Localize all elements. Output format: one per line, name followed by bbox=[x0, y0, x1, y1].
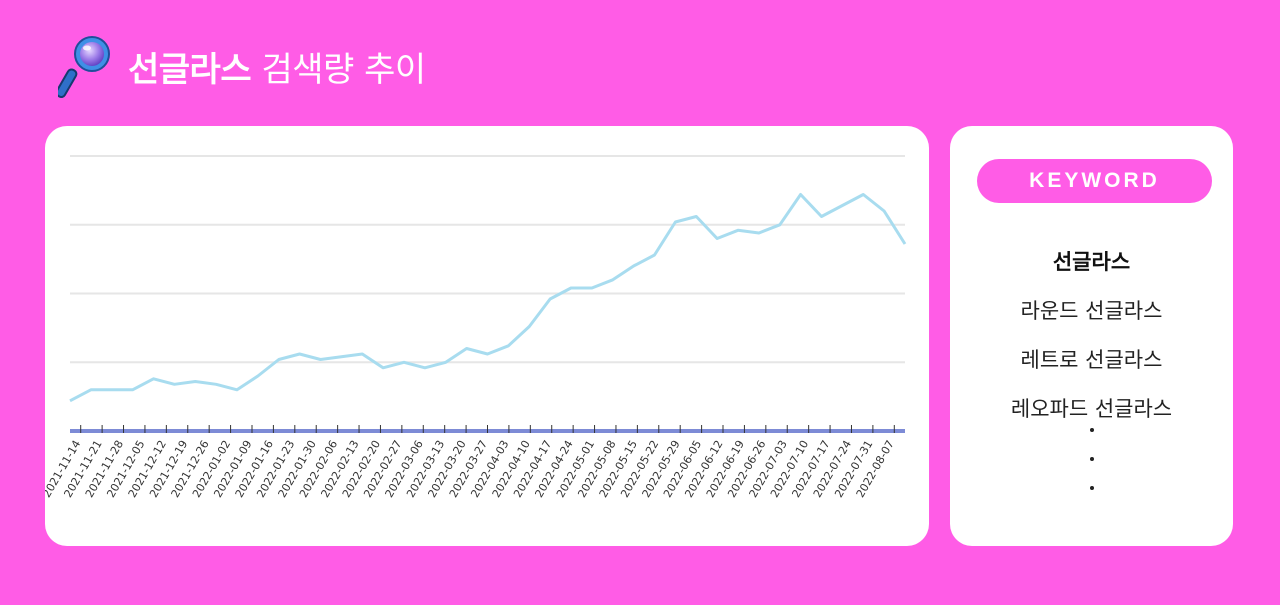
title-rest: 검색량 추이 bbox=[261, 49, 426, 90]
more-dot bbox=[1089, 428, 1094, 432]
header: 선글라스 검색량 추이 bbox=[58, 34, 426, 98]
chart-card: 2021-11-14 2021-11-21 2021-11-28 2021-12-05… bbox=[45, 126, 929, 546]
page-title: 선글라스 검색량 추이 bbox=[128, 42, 426, 91]
keyword-item[interactable]: 라운드 선글라스 bbox=[1020, 299, 1163, 323]
trend-chart: 2021-11-142021-11-212021-11-282021-12-05… bbox=[45, 155, 907, 500]
keyword-item[interactable]: 선글라스 bbox=[1052, 250, 1131, 274]
more-indicator bbox=[950, 428, 1233, 515]
more-dot bbox=[1089, 457, 1094, 461]
keyword-badge: KEYWORD bbox=[977, 159, 1212, 203]
keyword-item[interactable]: 레오파드 선글라스 bbox=[1010, 397, 1173, 421]
keyword-item[interactable]: 레트로 선글라스 bbox=[1020, 348, 1163, 372]
magnifying-glass-icon bbox=[58, 36, 110, 98]
more-dot bbox=[1089, 486, 1094, 490]
series-line bbox=[69, 193, 907, 403]
title-keyword: 선글라스 bbox=[128, 49, 252, 90]
